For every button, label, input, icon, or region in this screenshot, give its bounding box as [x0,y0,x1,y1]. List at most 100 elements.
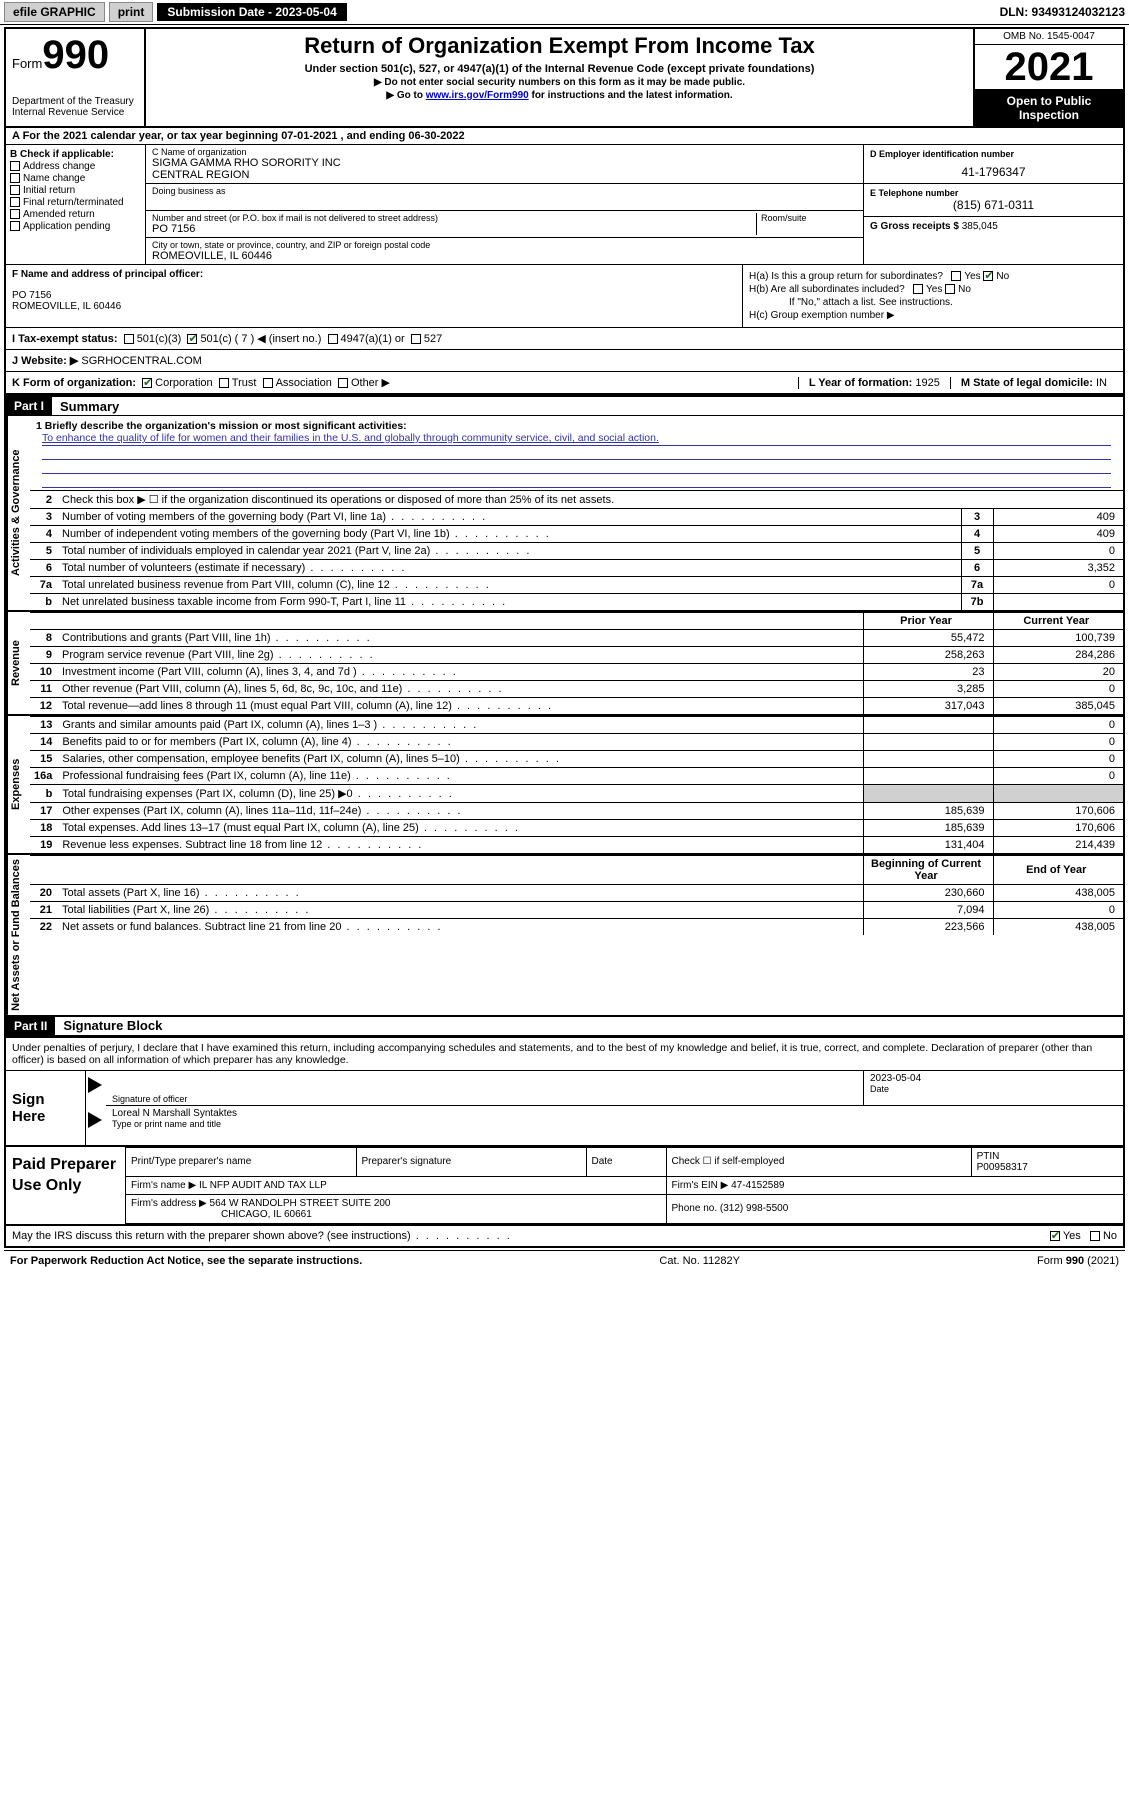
firm-addr2: CHICAGO, IL 60661 [131,1209,661,1220]
org-name-2: CENTRAL REGION [152,169,857,181]
table-row: 3Number of voting members of the governi… [30,509,1123,526]
box-f: F Name and address of principal officer:… [6,265,743,327]
form-ref: Form 990 (2021) [1037,1255,1119,1267]
page-footer: For Paperwork Reduction Act Notice, see … [4,1250,1125,1271]
website-value: SGRHOCENTRAL.COM [81,355,201,367]
form-title: Return of Organization Exempt From Incom… [152,33,967,59]
expenses-section: Expenses 13Grants and similar amounts pa… [6,714,1123,853]
box-d: D Employer identification number 41-1796… [863,145,1123,264]
submission-date: Submission Date - 2023-05-04 [157,3,346,21]
table-row: Prior YearCurrent Year [30,613,1123,630]
instructions-link-line: ▶ Go to www.irs.gov/Form990 for instruct… [152,90,967,101]
table-row: 20Total assets (Part X, line 16)230,6604… [30,885,1123,902]
tel-value: (815) 671-0311 [870,198,1117,212]
website-label: J Website: ▶ [12,354,78,367]
prep-date-hdr: Date [586,1147,666,1176]
open-inspection: Open to Public Inspection [975,89,1123,126]
part-i-title: Summary [52,399,119,414]
net-assets-section: Net Assets or Fund Balances Beginning of… [6,853,1123,1015]
mission-text: To enhance the quality of life for women… [42,432,1111,446]
tax-exempt-label: I Tax-exempt status: [12,333,118,345]
sig-date-label: Date [870,1084,1117,1094]
form-org-label: K Form of organization: [12,377,136,389]
table-row: 16aProfessional fundraising fees (Part I… [30,768,1123,785]
row-i: I Tax-exempt status: 501(c)(3) 501(c) ( … [6,328,1123,350]
chk-application-pending[interactable]: Application pending [10,221,141,232]
table-row: 6Total number of volunteers (estimate if… [30,560,1123,577]
chk-no[interactable] [1090,1231,1100,1241]
arrow-icon [88,1077,102,1093]
table-row: bNet unrelated business taxable income f… [30,594,1123,611]
h-b: H(b) Are all subordinates included? Yes … [749,284,1117,295]
form-header: Form990 Department of the Treasury Inter… [6,29,1123,128]
print-button[interactable]: print [109,2,154,22]
box-c: C Name of organization SIGMA GAMMA RHO S… [146,145,863,264]
table-row: 8Contributions and grants (Part VIII, li… [30,630,1123,647]
row-a-tax-year: A For the 2021 calendar year, or tax yea… [6,128,1123,145]
paid-preparer-label: Paid Preparer Use Only [6,1147,126,1224]
table-row: 22Net assets or fund balances. Subtract … [30,919,1123,936]
gross-label: G Gross receipts $ [870,221,959,232]
part-i-label: Part I [6,397,52,415]
part-ii-header: Part II Signature Block [6,1015,1123,1036]
room-suite-label: Room/suite [757,213,857,235]
cat-no: Cat. No. 11282Y [659,1255,740,1267]
chk-initial-return[interactable]: Initial return [10,185,141,196]
omb-number: OMB No. 1545-0047 [975,29,1123,45]
org-name-label: C Name of organization [152,147,857,157]
governance-section: Activities & Governance 1 Briefly descri… [6,416,1123,610]
part-ii-label: Part II [6,1017,55,1035]
chk-final-return[interactable]: Final return/terminated [10,197,141,208]
table-row: 21Total liabilities (Part X, line 26)7,0… [30,902,1123,919]
firm-name: IL NFP AUDIT AND TAX LLP [199,1180,327,1191]
ein-label: D Employer identification number [870,149,1117,159]
section-bcd: B Check if applicable: Address change Na… [6,145,1123,265]
pra-notice: For Paperwork Reduction Act Notice, see … [10,1255,362,1267]
chk-name-change[interactable]: Name change [10,173,141,184]
street-value: PO 7156 [152,223,752,235]
chk-address-change[interactable]: Address change [10,161,141,172]
h-b-note: If "No," attach a list. See instructions… [749,297,1117,308]
gross-value: 385,045 [962,221,998,232]
dept-treasury: Department of the Treasury [12,96,138,107]
part-ii-title: Signature Block [55,1018,162,1033]
table-row: 19Revenue less expenses. Subtract line 1… [30,837,1123,854]
sign-here-block: Sign Here Signature of officer 2023-05-0… [6,1070,1123,1147]
irs-label: Internal Revenue Service [12,107,138,118]
officer-name: Loreal N Marshall Syntaktes [112,1108,1117,1119]
preparer-table: Print/Type preparer's name Preparer's si… [126,1147,1123,1224]
efile-label: efile GRAPHIC [4,2,105,22]
expenses-table: 13Grants and similar amounts paid (Part … [30,716,1123,853]
ptin-label: PTIN [977,1151,1118,1162]
ptin-value: P00958317 [977,1162,1118,1173]
irs-link[interactable]: www.irs.gov/Form990 [426,90,529,101]
chk-amended-return[interactable]: Amended return [10,209,141,220]
vtab-net-assets: Net Assets or Fund Balances [6,855,30,1015]
firm-addr1: 564 W RANDOLPH STREET SUITE 200 [210,1198,391,1209]
firm-ein: 47-4152589 [731,1180,784,1191]
net-assets-table: Beginning of Current YearEnd of Year20To… [30,855,1123,935]
box-h: H(a) Is this a group return for subordin… [743,265,1123,327]
tel-label: E Telephone number [870,188,1117,198]
vtab-governance: Activities & Governance [6,416,30,610]
prep-name-hdr: Print/Type preparer's name [126,1147,356,1176]
h-c: H(c) Group exemption number ▶ [749,310,1117,321]
table-row: 9Program service revenue (Part VIII, lin… [30,647,1123,664]
city-label: City or town, state or province, country… [152,240,857,250]
table-row: 7aTotal unrelated business revenue from … [30,577,1123,594]
table-row: 14Benefits paid to or for members (Part … [30,734,1123,751]
table-row: 5Total number of individuals employed in… [30,543,1123,560]
efile-topbar: efile GRAPHIC print Submission Date - 20… [0,0,1129,25]
row-j: J Website: ▶ SGRHOCENTRAL.COM [6,350,1123,372]
firm-phone: (312) 998-5500 [720,1203,788,1214]
officer-addr1: PO 7156 [12,290,736,301]
part-i-header: Part I Summary [6,395,1123,416]
chk-yes[interactable] [1050,1231,1060,1241]
table-row: 2Check this box ▶ ☐ if the organization … [30,491,1123,509]
officer-addr2: ROMEOVILLE, IL 60446 [12,301,736,312]
firm-ein-label: Firm's EIN ▶ [672,1180,729,1191]
vtab-revenue: Revenue [6,612,30,714]
org-name-1: SIGMA GAMMA RHO SORORITY INC [152,157,857,169]
firm-name-label: Firm's name ▶ [131,1180,196,1191]
table-row: 15Salaries, other compensation, employee… [30,751,1123,768]
